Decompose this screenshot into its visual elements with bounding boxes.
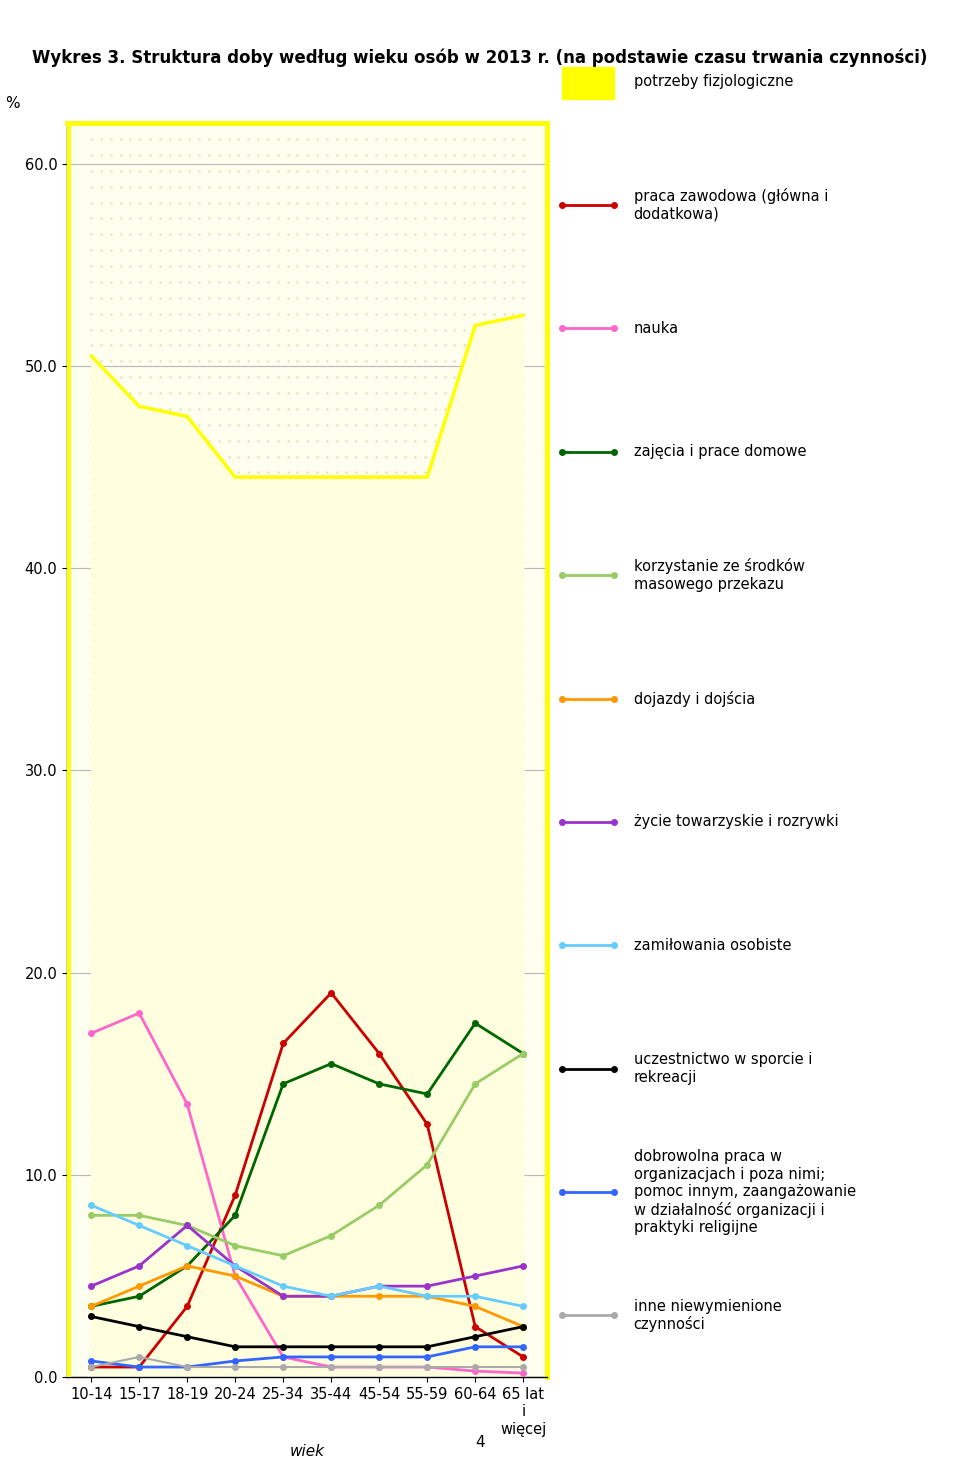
Text: zamiłowania osobiste: zamiłowania osobiste [634,938,791,953]
Text: korzystanie ze środków
masowego przekazu: korzystanie ze środków masowego przekazu [634,558,804,592]
X-axis label: wiek: wiek [290,1444,324,1459]
Text: dobrowolna praca w
organizacjach i poza nimi;
pomoc innym, zaangażowanie
w dział: dobrowolna praca w organizacjach i poza … [634,1149,855,1235]
Text: praca zawodowa (główna i
dodatkowa): praca zawodowa (główna i dodatkowa) [634,188,828,221]
Text: życie towarzyskie i rozrywki: życie towarzyskie i rozrywki [634,815,838,830]
Text: zajęcia i prace domowe: zajęcia i prace domowe [634,444,806,459]
Text: %: % [5,95,19,111]
Text: 4: 4 [475,1435,485,1450]
Text: inne niewymienione
czynności: inne niewymienione czynności [634,1298,781,1333]
Text: Wykres 3. Struktura doby według wieku osób w 2013 r. (na podstawie czasu trwania: Wykres 3. Struktura doby według wieku os… [33,49,927,67]
Text: dojazdy i dojścia: dojazdy i dojścia [634,690,755,706]
Text: nauka: nauka [634,321,679,335]
Text: uczestnictwo w sporcie i
rekreacji: uczestnictwo w sporcie i rekreacji [634,1052,812,1085]
Text: potrzeby fizjologiczne: potrzeby fizjologiczne [634,74,793,89]
